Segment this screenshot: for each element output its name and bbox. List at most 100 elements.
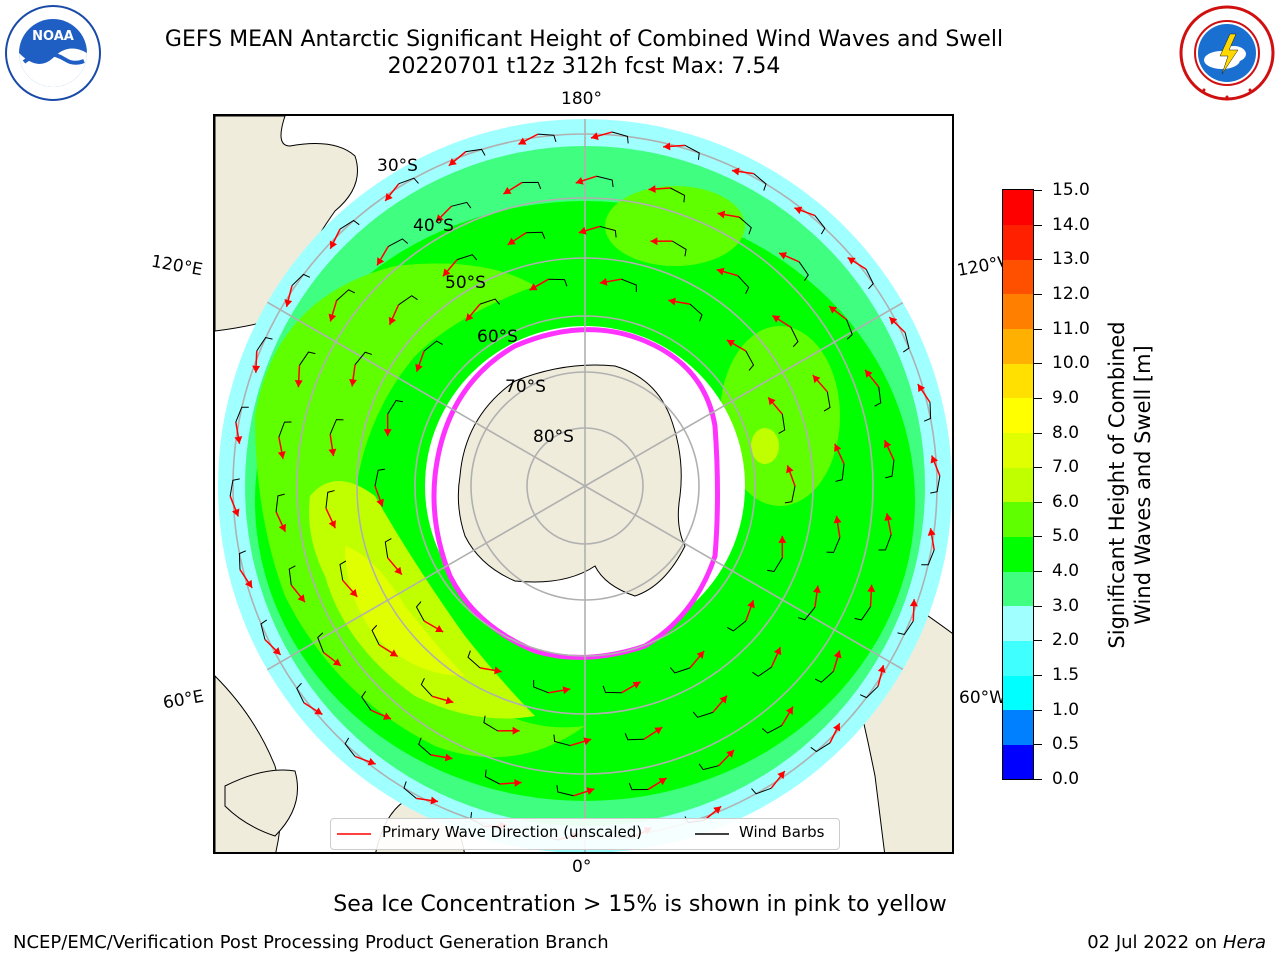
wind-barb — [874, 386, 882, 407]
legend-wave-direction: Primary Wave Direction (unscaled) — [382, 823, 643, 841]
lon-label-180: 180° — [561, 89, 602, 109]
wave-arrow-head — [328, 520, 336, 529]
wave-arrow-head — [658, 777, 667, 786]
wave-arrow-head — [648, 185, 656, 194]
footer-date: 02 Jul 2022 on Hera — [1087, 932, 1266, 953]
wind-barb — [339, 560, 347, 581]
wind-barb — [553, 734, 571, 747]
wind-barb — [611, 131, 629, 144]
wind-barb — [336, 289, 356, 301]
colorbar-tick — [1034, 259, 1042, 261]
wave-arrow-head — [277, 451, 286, 459]
lon-label-60w: 60°W — [959, 688, 1006, 708]
wind-barb — [885, 460, 895, 479]
wind-barb — [798, 261, 809, 282]
wind-barb — [260, 619, 267, 640]
colorbar-tick — [1034, 224, 1042, 226]
wave-arrow-head — [777, 771, 785, 780]
colorbar-tick — [1034, 363, 1042, 365]
map-legend: Primary Wave Direction (unscaled) Wind B… — [330, 818, 840, 850]
wave-arrow-head — [583, 737, 592, 746]
lon-label-120e: 120°E — [149, 251, 205, 281]
colorbar-tick-label: 10.0 — [1052, 353, 1090, 374]
wave-height-field — [218, 119, 952, 852]
wave-arrow-head — [529, 283, 538, 291]
colorbar-segment — [1003, 744, 1033, 780]
colorbar-segment — [1003, 224, 1033, 260]
wave-arrow-head — [430, 796, 439, 805]
colorbar — [1002, 189, 1034, 780]
colorbar-tick-label: 15.0 — [1052, 180, 1090, 200]
wave-arrow-head — [284, 299, 293, 307]
wind-barb — [317, 632, 324, 653]
wind-barb — [672, 240, 687, 257]
colorbar-tick-label: 0.0 — [1052, 769, 1080, 789]
sea-ice-note: Sea Ice Concentration > 15% is shown in … — [333, 892, 947, 917]
wave-arrow-head — [716, 267, 725, 276]
wind-barb — [814, 215, 826, 235]
colorbar-segment — [1003, 675, 1033, 711]
colorbar-segment — [1003, 259, 1033, 295]
wind-barb — [354, 351, 372, 365]
wind-barb — [423, 340, 443, 352]
colorbar-tick-label: 2.0 — [1052, 630, 1080, 651]
wave-arrow-head — [252, 365, 261, 373]
colorbar-segment — [1003, 709, 1033, 745]
wave-arrow-head — [785, 706, 793, 715]
lat-label-50s: 50°S — [445, 273, 486, 293]
colorbar-segment — [1003, 328, 1033, 364]
colorbar-tick-label: 12.0 — [1052, 283, 1090, 304]
wave-arrow-head — [435, 214, 444, 223]
wave-arrow-head — [231, 508, 240, 517]
wind-barb — [865, 269, 874, 290]
wind-barb — [826, 537, 841, 553]
colorbar-tick — [1034, 397, 1042, 399]
wind-barb — [859, 686, 879, 699]
wind-barb — [835, 463, 845, 482]
wind-barb — [727, 620, 747, 632]
wave-arrow-head — [778, 252, 787, 260]
wind-barb — [738, 216, 752, 235]
wave-direction-legend-line — [337, 833, 371, 835]
wave-arrow-head — [717, 210, 726, 219]
wave-arrow-head — [590, 132, 599, 140]
colorbar-segment — [1003, 190, 1033, 226]
colorbar-tick — [1034, 779, 1042, 780]
wind-barb — [325, 490, 335, 509]
wave-arrow-head — [668, 297, 676, 306]
wind-barb — [229, 478, 240, 497]
wave-arrow-head — [518, 137, 527, 145]
wind-barb — [479, 298, 501, 305]
wind-barb — [238, 550, 247, 570]
colorbar-segment — [1003, 536, 1033, 572]
wind-barb — [361, 690, 372, 711]
colorbar-tick-label: 1.0 — [1052, 699, 1080, 720]
wave-arrow-head — [562, 686, 571, 695]
wind-barb — [235, 406, 249, 423]
wind-barb — [810, 742, 831, 753]
wind-barb — [669, 667, 691, 674]
colorbar-tick-label: 8.0 — [1052, 422, 1080, 443]
wind-barb — [784, 485, 796, 504]
wave-arrow-head — [442, 268, 451, 277]
lon-label-60e: 60°E — [161, 686, 206, 714]
wave-arrow-head — [719, 695, 728, 704]
colorbar-tick — [1034, 640, 1042, 642]
wind-barb — [526, 231, 546, 239]
lat-label-70s: 70°S — [505, 377, 546, 397]
wave-arrow-head — [847, 257, 856, 265]
wave-arrow-head — [654, 727, 663, 735]
wind-barb — [457, 254, 478, 261]
wind-barb — [823, 391, 831, 412]
wind-barb — [778, 414, 786, 434]
wave-arrow-head — [575, 177, 584, 185]
colorbar-tick-label: 3.0 — [1052, 595, 1080, 616]
wave-arrow-head — [865, 369, 873, 378]
wind-barb — [537, 133, 557, 143]
wave-arrow-head — [650, 237, 658, 246]
wind-barb — [790, 327, 799, 348]
wind-barb — [897, 620, 914, 636]
wave-arrow-head — [272, 647, 281, 655]
wave-arrow-head — [930, 455, 939, 464]
colorbar-tick-label: 13.0 — [1052, 249, 1090, 270]
